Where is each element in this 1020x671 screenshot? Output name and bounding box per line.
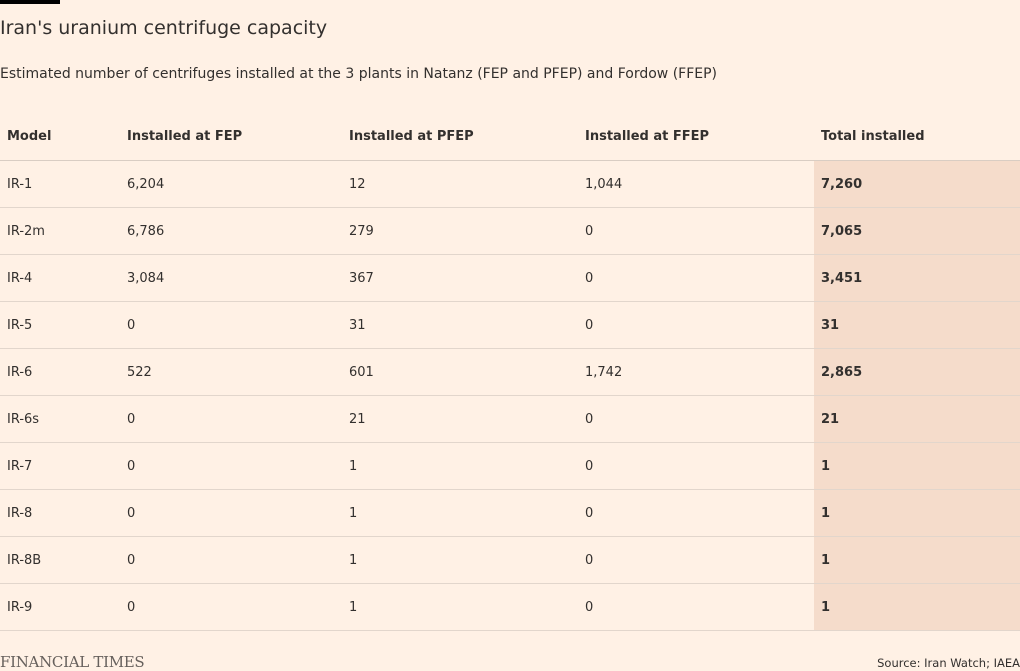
value-cell: 0 xyxy=(120,489,342,537)
value-cell: 1 xyxy=(342,583,578,631)
total-cell: 3,451 xyxy=(814,254,1020,302)
value-cell: 0 xyxy=(120,583,342,631)
table-body: IR-1 6,204 12 1,044 7,260 IR-2m 6,786 279 0 7,065… xyxy=(0,160,1020,631)
table-row: IR-6s 0 21 0 21 xyxy=(0,395,1020,443)
ft-logo: FINANCIAL TIMES xyxy=(0,653,145,671)
centrifuge-table: Model Installed at FEP Installed at PFEP In… xyxy=(0,112,1020,631)
table-row: IR-1 6,204 12 1,044 7,260 xyxy=(0,160,1020,208)
value-cell: 0 xyxy=(120,536,342,584)
total-cell: 1 xyxy=(814,583,1020,631)
column-header: Installed at FFEP xyxy=(578,112,814,161)
value-cell: 1,044 xyxy=(578,160,814,208)
total-cell: 1 xyxy=(814,489,1020,537)
value-cell: 0 xyxy=(578,583,814,631)
model-cell: IR-2m xyxy=(0,207,120,255)
value-cell: 522 xyxy=(120,348,342,396)
value-cell: 0 xyxy=(578,207,814,255)
total-cell: 1 xyxy=(814,442,1020,490)
model-cell: IR-9 xyxy=(0,583,120,631)
table-row: IR-5 0 31 0 31 xyxy=(0,301,1020,349)
model-cell: IR-7 xyxy=(0,442,120,490)
value-cell: 0 xyxy=(120,395,342,443)
model-cell: IR-6 xyxy=(0,348,120,396)
table-row: IR-8B 0 1 0 1 xyxy=(0,536,1020,584)
column-header: Model xyxy=(0,112,120,161)
value-cell: 3,084 xyxy=(120,254,342,302)
total-cell: 21 xyxy=(814,395,1020,443)
value-cell: 1 xyxy=(342,442,578,490)
column-header: Installed at FEP xyxy=(120,112,342,161)
value-cell: 0 xyxy=(578,254,814,302)
value-cell: 12 xyxy=(342,160,578,208)
value-cell: 0 xyxy=(578,489,814,537)
value-cell: 1,742 xyxy=(578,348,814,396)
value-cell: 0 xyxy=(578,536,814,584)
value-cell: 601 xyxy=(342,348,578,396)
value-cell: 0 xyxy=(578,301,814,349)
chart-title: Iran's uranium centrifuge capacity xyxy=(0,17,328,39)
model-cell: IR-5 xyxy=(0,301,120,349)
total-cell: 7,065 xyxy=(814,207,1020,255)
table-row: IR-6 522 601 1,742 2,865 xyxy=(0,348,1020,396)
table-row: IR-2m 6,786 279 0 7,065 xyxy=(0,207,1020,255)
value-cell: 21 xyxy=(342,395,578,443)
column-header: Total installed xyxy=(814,112,1020,161)
value-cell: 6,786 xyxy=(120,207,342,255)
value-cell: 0 xyxy=(120,301,342,349)
chart-subtitle: Estimated number of centrifuges installe… xyxy=(0,66,718,82)
model-cell: IR-4 xyxy=(0,254,120,302)
top-accent-bar xyxy=(0,0,60,4)
value-cell: 0 xyxy=(578,395,814,443)
table-row: IR-8 0 1 0 1 xyxy=(0,489,1020,537)
value-cell: 0 xyxy=(120,442,342,490)
source-note: Source: Iran Watch; IAEA xyxy=(877,656,1020,670)
total-cell: 1 xyxy=(814,536,1020,584)
value-cell: 367 xyxy=(342,254,578,302)
table-row: IR-9 0 1 0 1 xyxy=(0,583,1020,631)
total-cell: 2,865 xyxy=(814,348,1020,396)
table-row: IR-7 0 1 0 1 xyxy=(0,442,1020,490)
model-cell: IR-8B xyxy=(0,536,120,584)
total-cell: 31 xyxy=(814,301,1020,349)
model-cell: IR-6s xyxy=(0,395,120,443)
model-cell: IR-1 xyxy=(0,160,120,208)
value-cell: 1 xyxy=(342,489,578,537)
value-cell: 31 xyxy=(342,301,578,349)
value-cell: 0 xyxy=(578,442,814,490)
value-cell: 1 xyxy=(342,536,578,584)
table-header-row: Model Installed at FEP Installed at PFEP In… xyxy=(0,112,1020,161)
total-cell: 7,260 xyxy=(814,160,1020,208)
value-cell: 279 xyxy=(342,207,578,255)
column-header: Installed at PFEP xyxy=(342,112,578,161)
model-cell: IR-8 xyxy=(0,489,120,537)
value-cell: 6,204 xyxy=(120,160,342,208)
table-row: IR-4 3,084 367 0 3,451 xyxy=(0,254,1020,302)
